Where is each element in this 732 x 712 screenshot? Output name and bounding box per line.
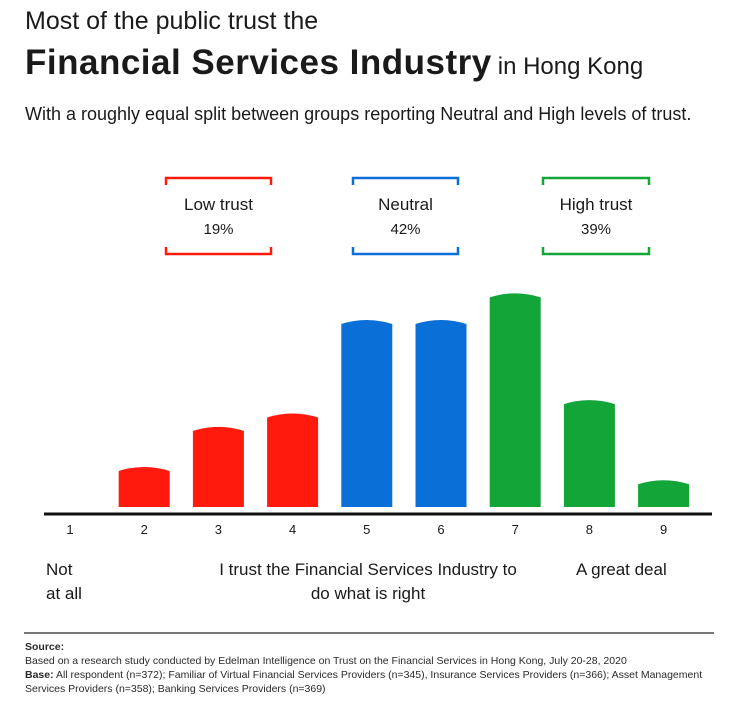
x-tick-9: 9 [660, 522, 667, 537]
x-tick-6: 6 [437, 522, 444, 537]
title-line-1: Most of the public trust the [25, 7, 319, 35]
bracket-low-trust: Low trust 19% [164, 176, 273, 256]
bracket-neutral: Neutral 42% [351, 176, 460, 256]
group-label-neutral: Neutral [378, 195, 433, 214]
group-brackets: Low trust 19% Neutral 42% High trust 39% [164, 176, 651, 256]
bar-2 [118, 466, 170, 507]
x-tick-labels: 1 2 3 4 5 6 7 8 9 [66, 522, 667, 537]
x-tick-7: 7 [512, 522, 519, 537]
bar-6 [415, 320, 467, 507]
bracket-top-low-trust [164, 176, 273, 185]
group-percent-neutral: 42% [390, 221, 420, 238]
axis-label-left-line2: at all [46, 584, 82, 603]
group-percent-low-trust: 19% [203, 221, 233, 238]
axis-label-right: A great deal [576, 560, 667, 579]
base-note: Base: All respondent (n=372); Familiar o… [25, 668, 715, 696]
group-percent-high-trust: 39% [581, 221, 611, 238]
bar-4 [267, 413, 319, 507]
x-tick-5: 5 [363, 522, 370, 537]
bar-8 [563, 400, 615, 507]
base-text: All respondent (n=372); Familiar of Virt… [25, 669, 703, 695]
axis-descriptions: Not at all I trust the Financial Services … [46, 560, 667, 603]
group-label-low-trust: Low trust [184, 195, 253, 214]
bracket-top-neutral [351, 176, 460, 185]
subtitle: With a roughly equal split between group… [25, 104, 692, 124]
group-label-high-trust: High trust [560, 195, 633, 214]
x-tick-8: 8 [586, 522, 593, 537]
axis-label-center: I trust the Financial Services Industry … [219, 560, 517, 603]
base-label: Base: [25, 669, 54, 681]
bars [118, 293, 690, 507]
footer: Source: Based on a research study conduc… [25, 640, 715, 696]
bar-7 [489, 293, 541, 507]
source-text: Based on a research study conducted by E… [25, 655, 627, 667]
x-tick-3: 3 [215, 522, 222, 537]
bracket-high-trust: High trust 39% [541, 176, 651, 256]
axis-label-left: Not at all [46, 560, 82, 603]
title-bold: Financial Services Industry [25, 43, 492, 82]
bracket-bottom-neutral [351, 247, 460, 256]
bracket-bottom-low-trust [164, 247, 273, 256]
axis-label-center-line1: I trust the Financial Services Industry … [219, 560, 517, 579]
x-tick-1: 1 [66, 522, 73, 537]
axis-label-center-line2: do what is right [311, 584, 426, 603]
bracket-top-high-trust [541, 176, 651, 185]
source-heading: Source: [25, 641, 65, 653]
axis-label-left-line1: Not [46, 560, 73, 579]
footer-divider [24, 632, 714, 634]
x-tick-4: 4 [289, 522, 296, 537]
bar-9 [638, 480, 690, 507]
bar-5 [341, 320, 393, 507]
title-line-2: Financial Services Industry in Hong Kong [25, 40, 643, 93]
bracket-bottom-high-trust [541, 247, 651, 256]
bar-3 [192, 426, 244, 507]
x-tick-2: 2 [141, 522, 148, 537]
trust-distribution-chart: Low trust 19% Neutral 42% High trust 39% 1 2 3 4… [44, 176, 712, 603]
title-suffix: in Hong Kong [497, 53, 644, 80]
